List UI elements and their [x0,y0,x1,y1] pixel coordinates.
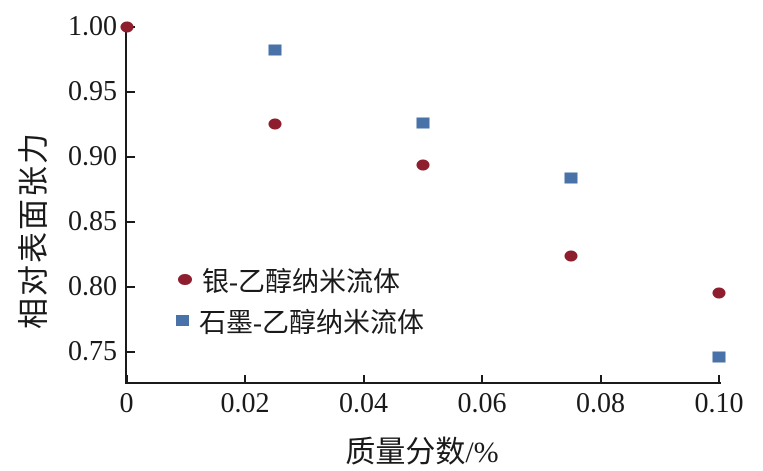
x-tick [718,375,720,383]
y-tick [127,220,135,223]
data-point-series-1 [416,117,430,129]
data-point-series-1 [712,351,726,363]
y-tick-label: 0.80 [68,270,117,302]
x-tick-label: 0.06 [457,388,507,419]
x-tick-label: 0.08 [576,388,625,419]
x-tick [481,375,483,383]
data-point-series-0 [416,159,430,170]
x-axis-title: 质量分数/% [345,436,499,469]
x-tick [244,375,246,383]
data-point-series-1 [268,44,282,56]
silver-series-circle-marker-icon [178,273,192,285]
y-axis-line [125,26,127,384]
x-tick-label: 0.10 [694,388,744,419]
x-tick-label: 0.02 [220,388,270,419]
legend-label-graphite-ethanol: 石墨-乙醇纳米流体 [199,307,424,338]
x-tick [125,375,128,383]
y-tick-label: 0.75 [68,335,117,367]
x-tick [599,375,602,383]
data-point-series-0 [120,21,133,33]
data-point-series-0 [564,250,578,261]
data-point-series-0 [268,118,282,130]
graphite-series-square-marker-icon [176,314,189,326]
y-tick-label: 1.00 [68,10,117,42]
y-tick-label: 0.95 [68,75,117,107]
x-axis-line [125,382,721,384]
legend-label-silver-ethanol: 银-乙醇纳米流体 [202,266,400,297]
y-tick [127,285,135,288]
x-tick-label: 0 [119,388,134,419]
y-tick-label: 0.90 [68,140,117,172]
y-tick-label: 0.85 [68,205,117,237]
legend-item-graphite-ethanol: 石墨-乙醇纳米流体 [176,302,424,338]
y-tick [127,155,135,158]
data-point-series-0 [712,287,726,299]
x-tick-label: 0.04 [339,388,388,419]
y-axis-title: 相对表面张力 [16,131,52,329]
y-tick [127,90,135,93]
data-point-series-1 [564,172,578,183]
x-tick [362,375,365,383]
legend-item-silver-ethanol: 银-乙醇纳米流体 [178,261,400,297]
y-tick [127,350,135,353]
